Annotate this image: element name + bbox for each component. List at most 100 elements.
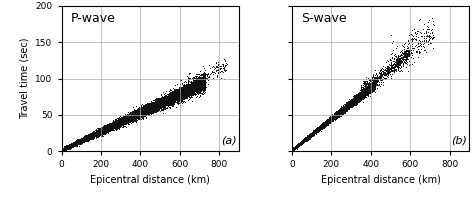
Point	[170, 95, 177, 98]
Point	[121, 116, 128, 119]
Point	[365, 90, 372, 93]
Point	[85, 136, 92, 139]
Point	[334, 110, 341, 113]
Point	[337, 111, 345, 114]
Point	[143, 109, 151, 112]
Point	[388, 68, 395, 71]
Point	[100, 129, 108, 132]
Point	[141, 111, 149, 115]
Point	[79, 138, 86, 141]
Point	[200, 78, 208, 82]
Point	[192, 84, 200, 87]
Point	[141, 108, 148, 111]
Point	[67, 144, 74, 147]
Point	[147, 108, 155, 112]
Point	[301, 138, 309, 141]
Point	[292, 144, 299, 147]
Point	[92, 133, 100, 136]
Point	[320, 123, 328, 126]
Point	[304, 136, 311, 139]
Point	[356, 95, 364, 98]
Point	[156, 104, 164, 107]
Point	[149, 101, 156, 104]
Point	[299, 139, 306, 142]
Point	[358, 94, 365, 97]
Point	[119, 120, 127, 123]
Point	[310, 131, 317, 134]
Point	[348, 100, 356, 103]
Point	[318, 124, 326, 128]
Point	[118, 117, 126, 120]
Point	[301, 139, 308, 142]
Point	[129, 106, 137, 109]
Point	[155, 104, 163, 107]
Point	[186, 88, 193, 91]
Point	[84, 138, 92, 141]
Point	[189, 84, 196, 87]
Point	[353, 95, 361, 98]
Point	[113, 122, 121, 125]
Point	[330, 114, 337, 118]
Point	[106, 124, 113, 127]
Point	[135, 113, 143, 116]
Point	[195, 85, 202, 88]
Point	[200, 84, 208, 87]
Point	[312, 128, 320, 131]
Point	[334, 110, 341, 113]
Point	[173, 105, 180, 109]
Point	[365, 86, 373, 90]
Point	[73, 142, 81, 145]
Point	[362, 95, 369, 98]
Point	[128, 118, 136, 121]
Point	[187, 80, 195, 83]
Point	[169, 98, 176, 101]
Point	[75, 139, 83, 143]
Point	[350, 93, 357, 96]
Point	[128, 111, 136, 115]
Point	[64, 146, 71, 149]
Point	[200, 87, 208, 90]
Point	[348, 100, 356, 104]
Point	[345, 103, 352, 107]
Point	[328, 118, 335, 121]
Point	[357, 92, 365, 95]
Point	[132, 114, 139, 117]
Point	[75, 141, 82, 144]
Point	[318, 126, 325, 129]
Point	[327, 118, 334, 121]
Point	[370, 83, 377, 86]
Point	[335, 109, 343, 112]
Point	[333, 114, 341, 117]
Point	[341, 103, 349, 106]
Point	[107, 123, 114, 127]
Point	[369, 83, 376, 86]
Point	[106, 125, 114, 128]
Point	[114, 122, 121, 125]
Point	[297, 141, 304, 144]
Point	[185, 89, 192, 92]
Point	[292, 144, 300, 148]
Point	[132, 112, 140, 115]
Point	[136, 115, 143, 118]
Point	[328, 117, 336, 120]
Point	[83, 137, 91, 140]
Point	[102, 129, 110, 132]
Point	[155, 101, 163, 104]
Point	[325, 118, 332, 121]
Point	[59, 148, 67, 151]
Point	[323, 122, 330, 126]
Point	[104, 126, 111, 129]
Point	[138, 108, 146, 111]
Point	[333, 114, 341, 117]
Point	[172, 95, 180, 98]
Point	[316, 126, 324, 130]
Point	[403, 57, 410, 60]
Point	[335, 111, 342, 114]
Point	[72, 140, 80, 143]
Point	[314, 129, 321, 132]
Point	[195, 88, 202, 91]
Point	[366, 83, 374, 86]
Point	[299, 139, 306, 143]
Point	[122, 119, 130, 122]
Point	[305, 135, 313, 139]
